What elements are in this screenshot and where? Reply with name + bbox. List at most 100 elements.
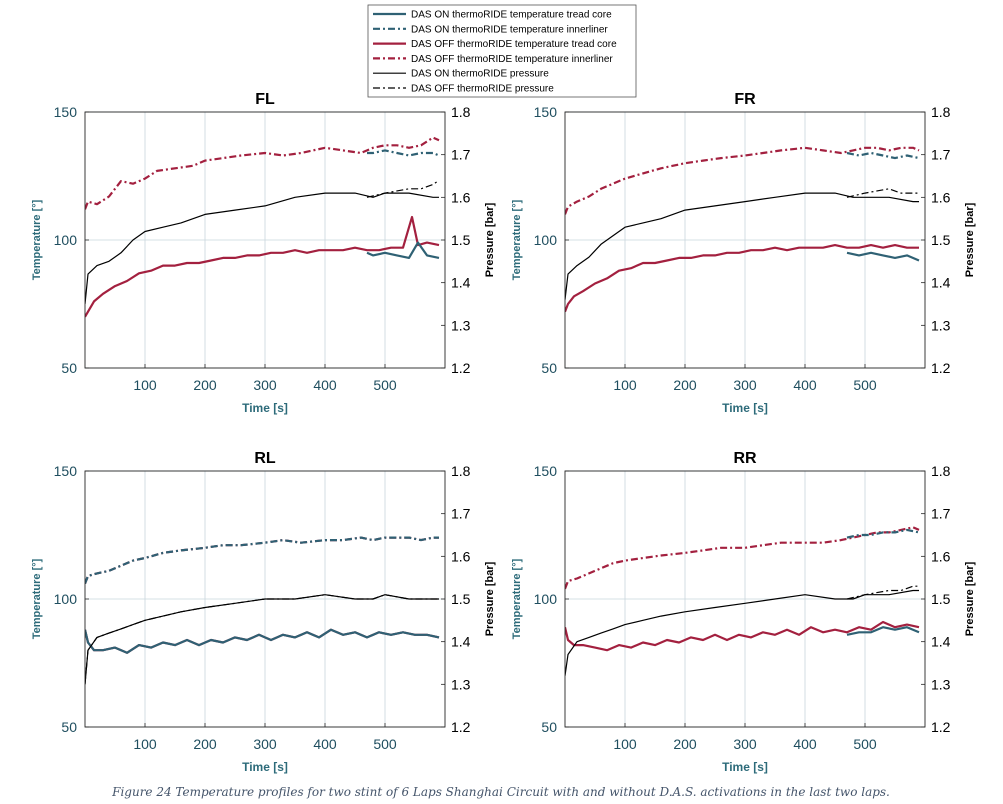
- x-tick-label: 300: [253, 736, 277, 752]
- series-line-4: [85, 594, 439, 685]
- series-line-5: [846, 188, 919, 198]
- y-right-tick-label: 1.8: [931, 104, 951, 120]
- y-right-tick-label: 1.2: [931, 719, 951, 735]
- x-tick-label: 400: [793, 377, 817, 393]
- x-tick-label: 500: [373, 736, 397, 752]
- y-right-tick-label: 1.8: [451, 463, 471, 479]
- subplot-title: FR: [734, 91, 756, 108]
- y-right-tick-label: 1.2: [451, 719, 471, 735]
- y-left-tick-label: 150: [534, 463, 558, 479]
- y-right-tick-label: 1.4: [931, 634, 951, 650]
- x-tick-label: 200: [193, 377, 217, 393]
- x-tick-label: 100: [133, 377, 157, 393]
- figure-caption: Figure 24 Temperature profiles for two s…: [111, 785, 890, 799]
- y-right-axis-label: Pressure [bar]: [484, 202, 496, 277]
- y-left-axis-label: Temperature [°]: [31, 558, 43, 639]
- legend-entry: DAS ON thermoRIDE pressure: [411, 69, 549, 80]
- y-left-tick-label: 150: [534, 104, 558, 120]
- series-line-3: [565, 146, 920, 215]
- x-tick-label: 100: [133, 736, 157, 752]
- series-group: [565, 146, 920, 313]
- y-right-tick-label: 1.2: [451, 360, 471, 376]
- series-line-2: [565, 620, 920, 652]
- series-line-2: [85, 215, 440, 318]
- x-axis-label: Time [s]: [242, 401, 288, 415]
- x-tick-label: 400: [313, 377, 337, 393]
- y-right-tick-label: 1.8: [931, 463, 951, 479]
- series-line-1: [846, 151, 920, 160]
- subplot-fr: 50 100 150 1.2 1.3 1.4 1.5 1.6 1.7 1.8 100 200 300 40…: [511, 91, 976, 415]
- legend-entry: DAS OFF thermoRIDE temperature tread cor…: [411, 39, 617, 50]
- series-line-0: [846, 251, 920, 262]
- series-line-3: [85, 136, 440, 210]
- y-right-tick-label: 1.2: [931, 360, 951, 376]
- y-left-tick-label: 100: [54, 591, 78, 607]
- y-right-tick-label: 1.3: [451, 317, 471, 333]
- x-tick-label: 500: [853, 377, 877, 393]
- y-right-tick-label: 1.4: [451, 275, 471, 291]
- y-right-tick-label: 1.7: [451, 147, 471, 163]
- series-line-5: [85, 594, 439, 685]
- series-line-3: [565, 526, 920, 590]
- legend-entry: DAS OFF thermoRIDE pressure: [411, 84, 554, 95]
- y-left-axis-label: Temperature [°]: [511, 199, 523, 280]
- legend-entry: DAS OFF thermoRIDE temperature innerline…: [411, 54, 613, 65]
- subplot-rr: 50 100 150 1.2 1.3 1.4 1.5 1.6 1.7 1.8 100 200 300 40…: [511, 450, 976, 774]
- y-right-tick-label: 1.5: [451, 232, 471, 248]
- y-left-tick-label: 150: [54, 463, 78, 479]
- series-line-4: [565, 192, 919, 300]
- x-tick-label: 500: [373, 377, 397, 393]
- series-line-1: [367, 149, 440, 157]
- x-tick-label: 200: [673, 377, 697, 393]
- subplots: 50 100 150 1.2 1.3 1.4 1.5 1.6 1.7 1.8 100 200 300 40…: [31, 91, 976, 774]
- y-right-tick-label: 1.4: [931, 275, 951, 291]
- x-tick-label: 500: [853, 736, 877, 752]
- x-tick-label: 400: [313, 736, 337, 752]
- x-tick-label: 300: [733, 377, 757, 393]
- y-right-tick-label: 1.6: [451, 189, 471, 205]
- y-left-tick-label: 100: [54, 232, 78, 248]
- series-line-1: [846, 528, 920, 539]
- subplot-fl: 50 100 150 1.2 1.3 1.4 1.5 1.6 1.7 1.8 100 200 300 40…: [31, 91, 496, 415]
- y-left-tick-label: 50: [541, 360, 557, 376]
- y-right-tick-label: 1.5: [451, 591, 471, 607]
- series-line-2: [565, 244, 919, 313]
- y-left-tick-label: 50: [61, 360, 77, 376]
- series-line-0: [366, 241, 440, 259]
- x-tick-label: 300: [733, 736, 757, 752]
- legend: DAS ON thermoRIDE temperature tread core…: [367, 4, 637, 98]
- y-right-tick-label: 1.8: [451, 104, 471, 120]
- y-right-tick-label: 1.3: [931, 676, 951, 692]
- series-group: [85, 136, 440, 318]
- subplot-title: RL: [254, 450, 276, 467]
- series-line-1: [85, 536, 439, 585]
- y-left-tick-label: 100: [534, 591, 558, 607]
- y-left-axis-label: Temperature [°]: [511, 558, 523, 639]
- y-left-tick-label: 150: [54, 104, 78, 120]
- x-axis-label: Time [s]: [242, 760, 288, 774]
- y-left-tick-label: 50: [61, 719, 77, 735]
- x-tick-label: 300: [253, 377, 277, 393]
- y-right-tick-label: 1.3: [451, 676, 471, 692]
- y-right-tick-label: 1.5: [931, 591, 951, 607]
- y-left-tick-label: 100: [534, 232, 558, 248]
- x-axis-label: Time [s]: [722, 401, 768, 415]
- series-line-5: [366, 179, 440, 198]
- y-right-tick-label: 1.7: [931, 506, 951, 522]
- x-tick-label: 100: [613, 377, 637, 393]
- series-line-5: [846, 585, 919, 600]
- legend-entry: DAS ON thermoRIDE temperature tread core: [411, 10, 612, 21]
- x-tick-label: 100: [613, 736, 637, 752]
- series-group: [565, 526, 920, 676]
- y-right-tick-label: 1.5: [931, 232, 951, 248]
- y-right-tick-label: 1.6: [931, 189, 951, 205]
- legend-box: [367, 4, 637, 98]
- series-line-0: [846, 626, 920, 636]
- subplot-rl: 50 100 150 1.2 1.3 1.4 1.5 1.6 1.7 1.8 100 200 300 40…: [31, 450, 496, 774]
- y-right-tick-label: 1.6: [931, 548, 951, 564]
- x-axis-label: Time [s]: [722, 760, 768, 774]
- y-right-tick-label: 1.4: [451, 634, 471, 650]
- y-right-axis-label: Pressure [bar]: [964, 202, 976, 277]
- subplot-title: RR: [733, 450, 757, 467]
